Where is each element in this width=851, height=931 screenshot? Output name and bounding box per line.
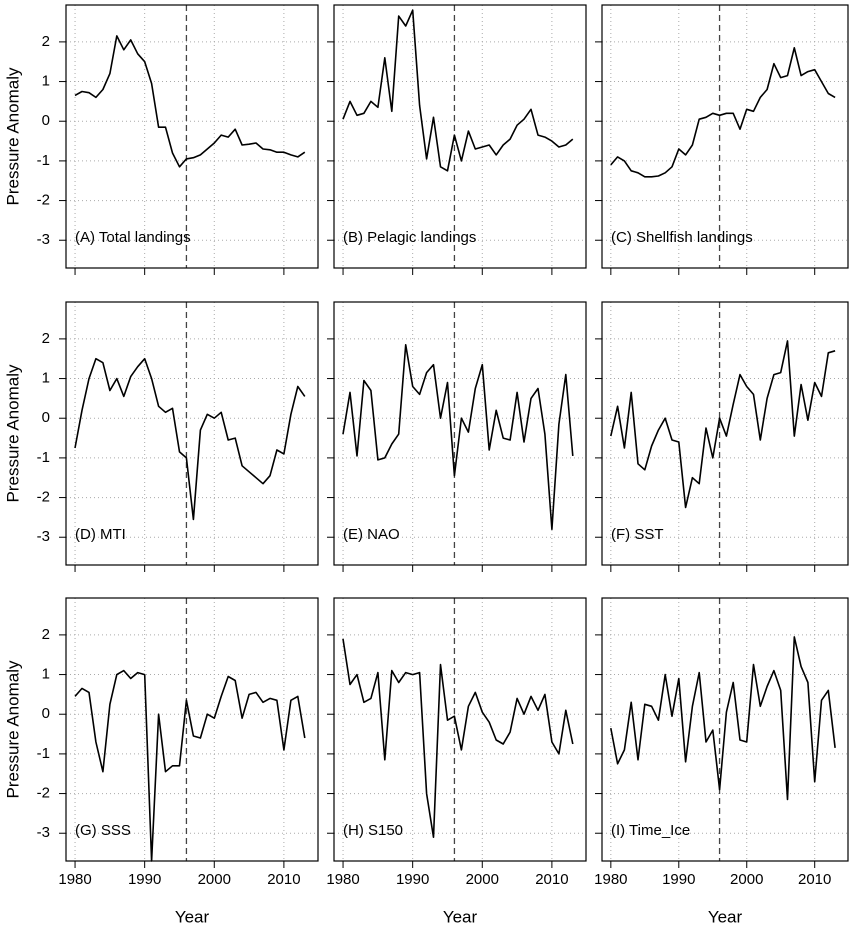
plot-frame [65,597,319,862]
y-tick-label: 0 [42,112,50,129]
x-tick-label: 1990 [662,871,695,888]
y-tick-label: -2 [37,785,50,802]
x-tick-label: 2000 [730,871,763,888]
y-tick-label: 2 [42,626,50,643]
panel-title: (H) S150 [343,822,403,839]
y-tick-label: -1 [37,449,50,466]
x-tick-label: 1980 [58,871,91,888]
y-tick-label: 1 [42,370,50,387]
series-line [610,47,836,178]
panel-title: (B) Pelagic landings [343,229,476,246]
y-tick-label: 2 [42,33,50,50]
series-line [74,35,306,168]
x-axis-label: Year [708,907,743,926]
plot-frame [65,4,319,269]
y-tick-label: -3 [37,231,50,248]
series-line [610,636,836,801]
y-tick-label: 0 [42,705,50,722]
y-axis-label: Pressure Anomaly [3,364,22,502]
series-line [610,340,836,509]
y-tick-label: -3 [37,528,50,545]
y-tick-label: -1 [37,152,50,169]
x-tick-label: 2000 [198,871,231,888]
plot-frame [333,301,587,566]
series-line [342,9,574,172]
y-tick-label: 0 [42,409,50,426]
plot-frame [601,597,849,862]
x-tick-label: 1980 [594,871,627,888]
y-tick-label: -2 [37,489,50,506]
panel-title: (G) SSS [75,822,131,839]
x-axis-label: Year [443,907,478,926]
x-tick-label: 2010 [798,871,831,888]
series-line [342,638,574,838]
panel-title: (D) MTI [75,526,126,543]
panel-title: (A) Total landings [75,229,191,246]
x-axis-label: Year [175,907,210,926]
x-tick-label: 2000 [466,871,499,888]
y-tick-label: 1 [42,73,50,90]
series-line [74,669,306,862]
panel-title: (I) Time_Ice [611,822,690,839]
y-tick-label: -2 [37,192,50,209]
plot-frame [333,4,587,269]
y-tick-label: -3 [37,824,50,841]
x-tick-label: 2010 [267,871,300,888]
series-line [342,344,574,531]
panel-title: (E) NAO [343,526,400,543]
plot-frame [65,301,319,566]
series-line [74,357,306,521]
y-tick-label: -1 [37,745,50,762]
y-tick-label: 2 [42,330,50,347]
plot-frame [333,597,587,862]
panel-title: (F) SST [611,526,664,543]
x-tick-label: 1980 [326,871,359,888]
y-axis-label: Pressure Anomaly [3,67,22,205]
x-tick-label: 1990 [396,871,429,888]
panel-title: (C) Shellfish landings [611,229,753,246]
y-axis-label: Pressure Anomaly [3,660,22,798]
plot-frame [601,301,849,566]
x-tick-label: 2010 [535,871,568,888]
x-tick-label: 1990 [128,871,161,888]
plot-frame [601,4,849,269]
y-tick-label: 1 [42,666,50,683]
